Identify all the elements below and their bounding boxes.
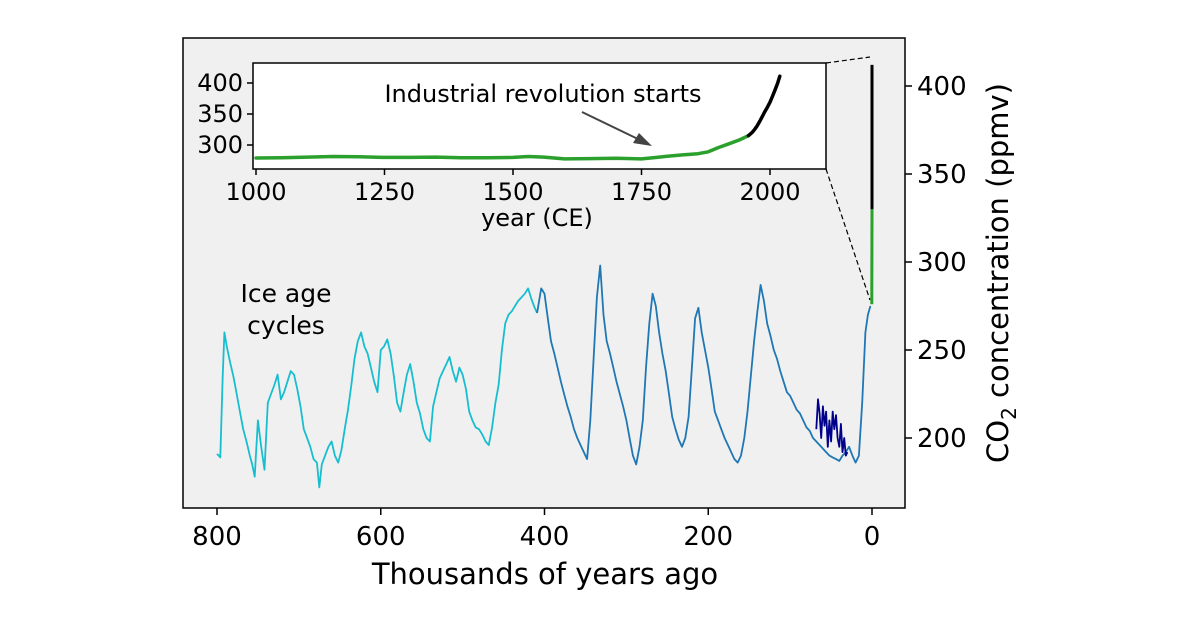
main-series-group [216, 64, 874, 489]
industrial-revolution-arrowhead [633, 133, 652, 146]
inset-y-tick-label-0: 300 [197, 131, 243, 159]
main-series-line-1 [536, 264, 872, 466]
main-y-axis-ticks: 200 250 300 350 400 [905, 72, 967, 454]
main-x-tick-label-0: 800 [192, 522, 242, 552]
inset-x-tick-label-3: 1750 [611, 178, 672, 206]
inset-y-tick-label-2: 400 [197, 69, 243, 97]
main-x-axis-ticks: 800 600 400 200 0 [192, 508, 880, 552]
inset-x-axis-label: year (CE) [481, 204, 593, 232]
main-x-tick-label-3: 200 [683, 522, 733, 552]
main-y-tick-label-3: 350 [917, 160, 967, 190]
inset-x-tick-label-4: 2000 [739, 178, 800, 206]
main-x-tick-label-2: 400 [520, 522, 570, 552]
main-x-tick-label-1: 600 [356, 522, 406, 552]
main-y-tick-label-4: 400 [917, 72, 967, 102]
inset-series-line-1 [746, 74, 782, 138]
inset-x-tick-label-1: 1250 [354, 178, 415, 206]
main-series-line-0 [216, 287, 538, 489]
inset-x-tick-label-0: 1000 [225, 178, 286, 206]
inset-series-line-0 [254, 133, 751, 161]
ice-age-label-line-1: Ice age [240, 279, 331, 308]
inset-y-axis-ticks: 300 350 400 [197, 69, 253, 159]
inset-y-tick-label-1: 350 [197, 100, 243, 128]
main-y-tick-label-2: 300 [917, 248, 967, 278]
main-y-tick-label-0: 200 [917, 424, 967, 454]
y-label-co: CO [981, 420, 1015, 463]
main-x-axis-label: Thousands of years ago [371, 557, 718, 591]
y-label-rest: concentration (ppmv) [981, 83, 1015, 407]
main-y-axis-label: CO2 concentration (ppmv) [981, 83, 1021, 463]
industrial-revolution-arrow [581, 111, 641, 141]
inset-x-axis-ticks: 1000 1250 1500 1750 2000 [225, 169, 801, 206]
main-y-tick-label-1: 250 [917, 336, 967, 366]
y-label-subscript: 2 [997, 407, 1021, 420]
main-x-tick-label-4: 0 [864, 522, 881, 552]
zoom-connector-bottom [825, 168, 871, 301]
industrial-revolution-label: Industrial revolution starts [384, 80, 701, 108]
inset-plot-area [252, 62, 827, 170]
main-series-line-2 [815, 398, 849, 457]
inset-x-tick-label-2: 1500 [482, 178, 543, 206]
inset-series-group [254, 74, 782, 161]
ice-age-label-line-2: cycles [247, 311, 325, 340]
